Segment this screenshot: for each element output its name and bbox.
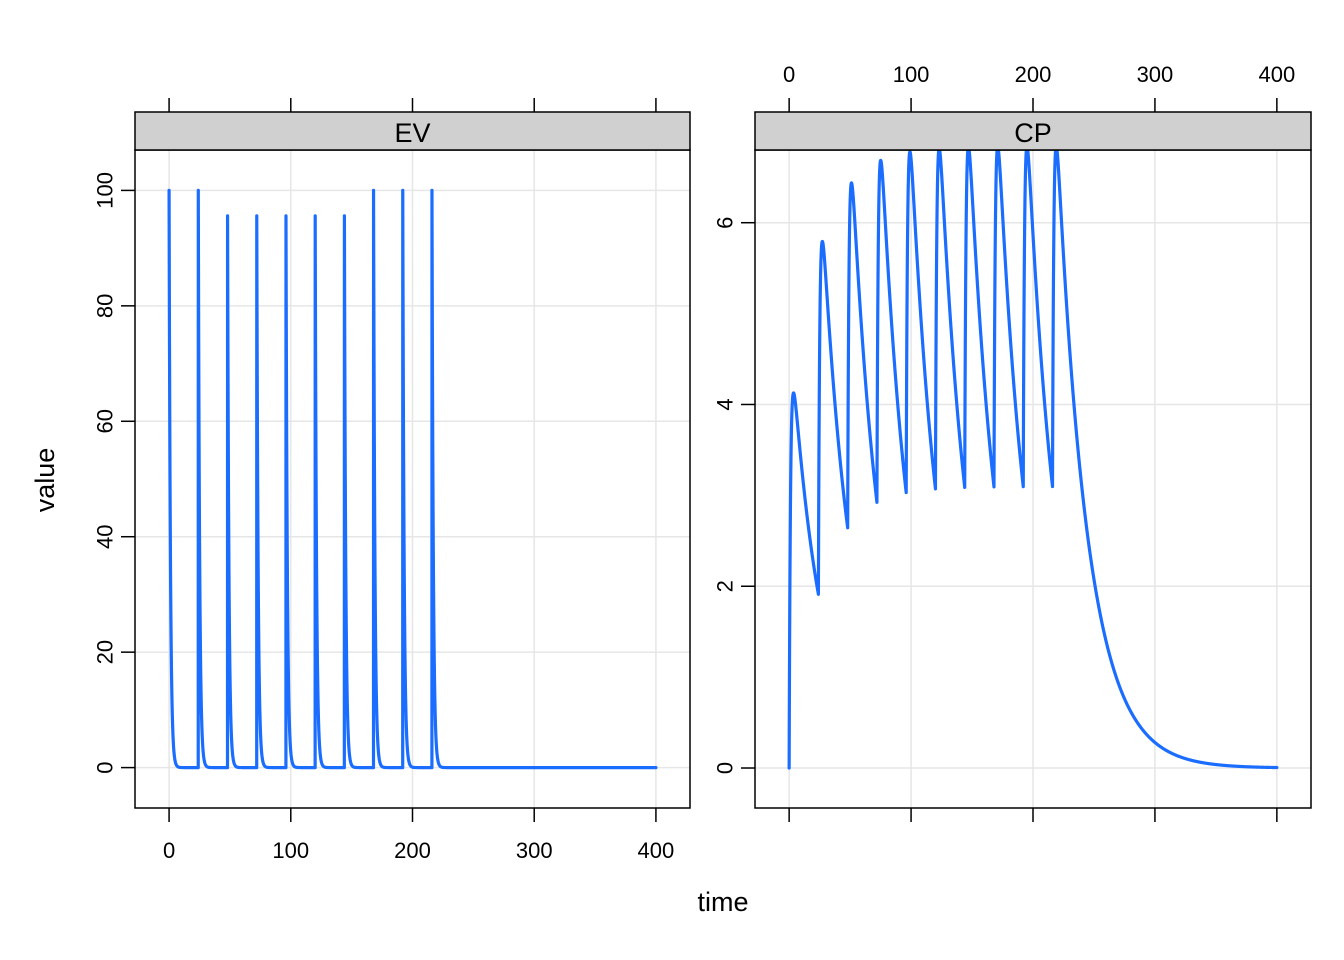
panel-cp-xtick-top-label-400: 400 xyxy=(1259,62,1296,87)
panel-ev-xtick-label-100: 100 xyxy=(272,838,309,863)
panel-cp-strip-label: CP xyxy=(1014,118,1052,148)
panel-ev-xtick-label-0: 0 xyxy=(163,838,175,863)
panel-ev-xtick-label-300: 300 xyxy=(516,838,553,863)
x-axis-title: time xyxy=(697,887,748,917)
panel-ev-xtick-label-400: 400 xyxy=(638,838,675,863)
panel-ev-xtick-label-200: 200 xyxy=(394,838,431,863)
panel-cp-xtick-top-label-300: 300 xyxy=(1137,62,1174,87)
panel-cp-xtick-top-label-0: 0 xyxy=(783,62,795,87)
panel-ev-ytick-label-80: 80 xyxy=(93,294,118,318)
panel-cp-ytick-label-4: 4 xyxy=(713,398,738,410)
panel-ev-ticks: 0 100 200 300 400 0 20 40 60 80 100 xyxy=(93,98,675,863)
panel-cp-ytick-label-6: 6 xyxy=(713,217,738,229)
panel-cp: CP 0 100 200 300 400 0 2 4 6 xyxy=(713,62,1312,822)
panel-ev-ytick-label-20: 20 xyxy=(93,640,118,664)
panel-ev-ytick-label-0: 0 xyxy=(93,761,118,773)
panel-ev-strip xyxy=(134,111,691,151)
panel-ev-grid xyxy=(135,150,690,808)
panel-cp-xtick-top-label-100: 100 xyxy=(893,62,930,87)
cp-series-line xyxy=(787,144,1279,770)
y-axis-title: value xyxy=(30,448,60,513)
panel-cp-ytick-label-0: 0 xyxy=(713,762,738,774)
panel-ev-ytick-label-100: 100 xyxy=(93,172,118,209)
panel-ev-strip-label: EV xyxy=(394,118,430,148)
panel-cp-ytick-label-2: 2 xyxy=(713,580,738,592)
panel-ev: EV 0 100 200 300 400 0 20 40 60 80 100 xyxy=(93,98,691,863)
panel-cp-ticks: 0 100 200 300 400 0 2 4 6 xyxy=(713,62,1296,822)
panel-ev-ytick-label-60: 60 xyxy=(93,409,118,433)
panel-cp-xtick-top-label-200: 200 xyxy=(1015,62,1052,87)
panel-cp-strip xyxy=(754,111,1312,151)
ev-series-line xyxy=(167,188,658,770)
panel-ev-ytick-label-40: 40 xyxy=(93,524,118,548)
